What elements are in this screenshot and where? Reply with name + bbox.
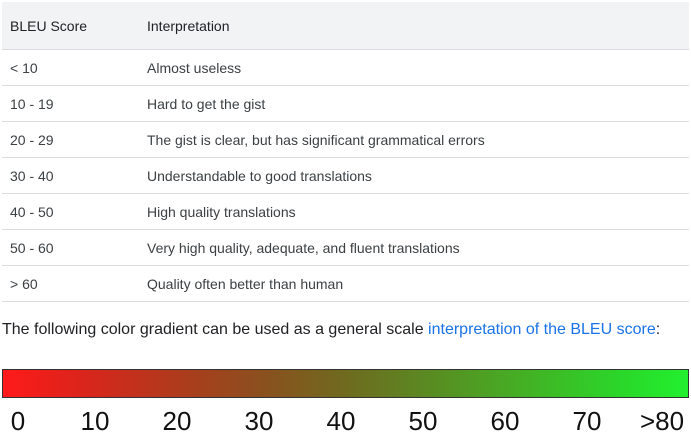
- table-row: 40 - 50 High quality translations: [2, 194, 689, 230]
- score-cell: < 10: [10, 59, 38, 76]
- score-cell: > 60: [10, 275, 38, 292]
- table-row: 50 - 60 Very high quality, adequate, and…: [2, 230, 689, 266]
- gradient-description-suffix: :: [655, 321, 661, 338]
- interpretation-cell: The gist is clear, but has significant g…: [147, 131, 485, 148]
- bleu-color-gradient-bar: [2, 369, 689, 398]
- header-bleu-score: BLEU Score: [10, 17, 88, 34]
- score-cell: 50 - 60: [10, 239, 54, 256]
- score-cell: 30 - 40: [10, 167, 54, 184]
- interpretation-cell: Understandable to good translations: [147, 167, 372, 184]
- gradient-scale: 0 10 20 30 40 50 60 70 >80: [0, 402, 691, 442]
- table-row: 20 - 29 The gist is clear, but has signi…: [2, 122, 689, 158]
- table-row: 30 - 40 Understandable to good translati…: [2, 158, 689, 194]
- scale-tick: 0: [10, 406, 26, 436]
- bleu-interpretation-link[interactable]: interpretation of the BLEU score: [428, 321, 656, 338]
- table-header-row: BLEU Score Interpretation: [2, 2, 689, 50]
- scale-tick: 10: [80, 406, 110, 436]
- score-cell: 10 - 19: [10, 95, 54, 112]
- scale-tick: 20: [162, 406, 192, 436]
- scale-tick: 30: [244, 406, 274, 436]
- scale-tick: 50: [408, 406, 438, 436]
- scale-tick: 40: [326, 406, 356, 436]
- interpretation-cell: Hard to get the gist: [147, 95, 266, 112]
- score-cell: 40 - 50: [10, 203, 54, 220]
- interpretation-cell: Quality often better than human: [147, 275, 344, 292]
- bleu-table: BLEU Score Interpretation < 10 Almost us…: [2, 2, 689, 302]
- scale-tick: 60: [490, 406, 520, 436]
- scale-tick: >80: [639, 406, 685, 436]
- score-cell: 20 - 29: [10, 131, 54, 148]
- gradient-description: The following color gradient can be used…: [2, 319, 660, 341]
- table-row: 10 - 19 Hard to get the gist: [2, 86, 689, 122]
- table-row: > 60 Quality often better than human: [2, 266, 689, 302]
- table-row: < 10 Almost useless: [2, 50, 689, 86]
- scale-tick: 70: [572, 406, 602, 436]
- header-interpretation: Interpretation: [147, 17, 230, 34]
- gradient-description-text: The following color gradient can be used…: [2, 321, 429, 338]
- interpretation-cell: High quality translations: [147, 203, 296, 220]
- interpretation-cell: Almost useless: [147, 59, 242, 76]
- interpretation-cell: Very high quality, adequate, and fluent …: [147, 239, 460, 256]
